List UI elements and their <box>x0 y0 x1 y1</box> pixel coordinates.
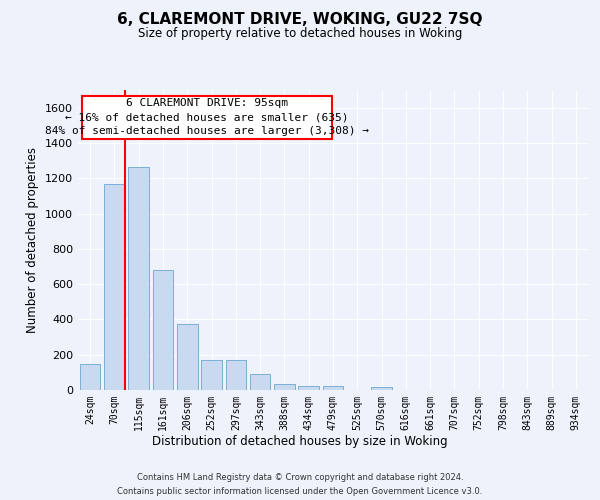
Bar <box>80 364 100 390</box>
FancyBboxPatch shape <box>82 96 332 138</box>
Bar <box>250 374 271 390</box>
Text: 6 CLAREMONT DRIVE: 95sqm
← 16% of detached houses are smaller (635)
84% of semi-: 6 CLAREMONT DRIVE: 95sqm ← 16% of detach… <box>45 98 369 136</box>
Bar <box>201 360 222 390</box>
Bar <box>128 167 149 390</box>
Y-axis label: Number of detached properties: Number of detached properties <box>26 147 40 333</box>
Text: Distribution of detached houses by size in Woking: Distribution of detached houses by size … <box>152 435 448 448</box>
Bar <box>323 386 343 390</box>
Bar <box>177 324 197 390</box>
Bar <box>152 270 173 390</box>
Text: 6, CLAREMONT DRIVE, WOKING, GU22 7SQ: 6, CLAREMONT DRIVE, WOKING, GU22 7SQ <box>117 12 483 28</box>
Bar <box>371 388 392 390</box>
Text: Contains public sector information licensed under the Open Government Licence v3: Contains public sector information licen… <box>118 488 482 496</box>
Bar <box>226 360 246 390</box>
Text: Size of property relative to detached houses in Woking: Size of property relative to detached ho… <box>138 28 462 40</box>
Bar <box>298 386 319 390</box>
Bar <box>104 184 125 390</box>
Bar <box>274 384 295 390</box>
Text: Contains HM Land Registry data © Crown copyright and database right 2024.: Contains HM Land Registry data © Crown c… <box>137 472 463 482</box>
